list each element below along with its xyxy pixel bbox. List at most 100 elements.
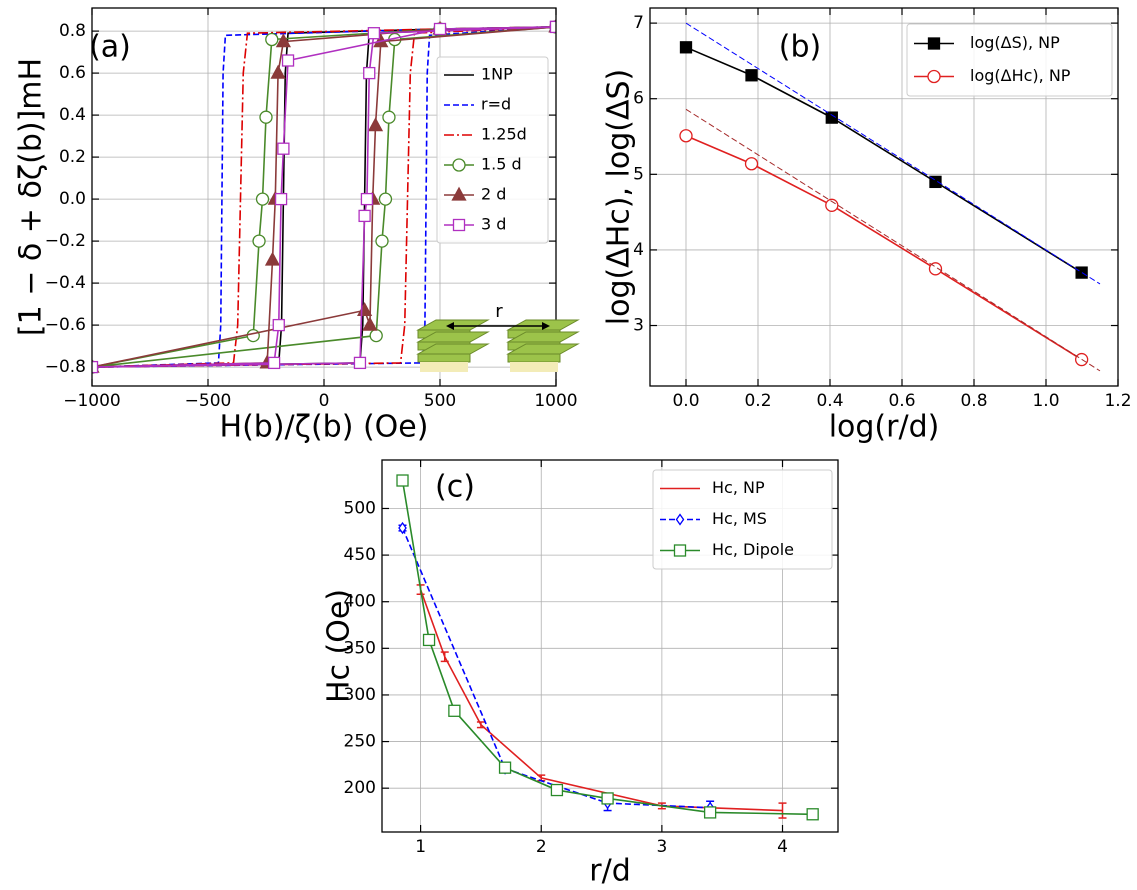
- legend-label: log(ΔHc), NP: [970, 66, 1071, 85]
- marker: [259, 110, 273, 124]
- marker: [825, 111, 838, 124]
- x-tick-label: 1.2: [1104, 391, 1131, 411]
- marker: [1075, 266, 1088, 279]
- marker: [264, 251, 281, 266]
- marker: [357, 302, 373, 317]
- x-axis-label: r/d: [589, 854, 630, 889]
- y-tick-label: −0.6: [45, 315, 86, 335]
- x-tick-label: 0.8: [960, 391, 987, 411]
- panel-label: (b): [779, 30, 821, 65]
- marker: [277, 142, 290, 155]
- legend-box: [652, 469, 833, 570]
- y-tick-label: 3: [633, 316, 644, 336]
- marker: [369, 328, 383, 343]
- marker: [927, 69, 941, 84]
- plot-area: [92, 18, 556, 374]
- legend-label: 1NP: [481, 65, 513, 84]
- legend-label: r=d: [481, 95, 511, 114]
- legend-box: [436, 56, 549, 244]
- marker: [281, 54, 295, 67]
- series-line: [685, 22, 1101, 285]
- marker: [433, 22, 447, 36]
- y-tick-label: 0.0: [59, 189, 86, 209]
- marker: [272, 318, 285, 332]
- x-tick-label: 3: [656, 837, 667, 857]
- marker: [448, 704, 461, 717]
- marker: [378, 192, 393, 206]
- series-line: [685, 108, 1101, 372]
- marker: [422, 633, 436, 647]
- x-tick-label: 0.4: [816, 391, 843, 411]
- plot-frame: [649, 7, 1119, 387]
- x-tick-label: 0: [319, 391, 330, 411]
- legend-label: log(ΔS), NP: [970, 33, 1060, 52]
- series-line: [685, 135, 1083, 361]
- marker: [452, 218, 466, 232]
- y-tick-label: 4: [633, 240, 644, 260]
- marker: [679, 41, 693, 54]
- marker: [744, 157, 759, 171]
- y-tick-label: 7: [633, 13, 644, 33]
- marker: [929, 175, 942, 189]
- y-tick-label: 250: [344, 732, 376, 752]
- marker: [358, 209, 371, 223]
- plot-area: [679, 22, 1101, 372]
- marker: [398, 521, 407, 535]
- marker: [673, 544, 687, 557]
- marker: [825, 198, 839, 212]
- y-tick-label: −0.2: [45, 231, 86, 251]
- marker: [601, 792, 614, 805]
- legend-label: 3 d: [481, 215, 506, 234]
- marker: [452, 158, 466, 172]
- marker: [363, 66, 376, 80]
- marker: [360, 192, 374, 206]
- marker: [451, 186, 467, 201]
- panel: 0.0 0.2 0.4 0.6 0.8 1.0 1.2 3 4 5 6 7 log(r/d) log(ΔH…: [602, 7, 1132, 445]
- plot-frame: [91, 7, 557, 387]
- x-tick-label: 0.0: [672, 391, 699, 411]
- y-axis-label: [1 − δ + δζ(b)]mH: [14, 58, 49, 336]
- nanoparticle-inset: r: [416, 301, 580, 372]
- y-tick-label: 350: [344, 638, 376, 658]
- marker: [367, 27, 381, 40]
- x-axis-label: log(r/d): [829, 410, 940, 445]
- y-tick-label: 5: [633, 164, 644, 184]
- marker: [246, 328, 260, 343]
- y-tick-label: 0.6: [59, 63, 86, 83]
- marker: [270, 64, 286, 79]
- marker: [353, 356, 367, 370]
- marker: [806, 808, 819, 821]
- marker: [275, 33, 291, 48]
- x-tick-label: 1.0: [1032, 391, 1059, 411]
- series-line: [419, 589, 783, 812]
- legend-label: Hc, MS: [712, 509, 767, 528]
- plot-area: [396, 474, 819, 821]
- series-line: [92, 26, 556, 368]
- x-axis-label: H(b)/ζ(b) (Oe): [220, 410, 429, 445]
- legend-label: 2 d: [481, 185, 506, 204]
- y-tick-label: 0.8: [59, 21, 86, 41]
- y-tick-label: 300: [344, 685, 376, 705]
- y-tick-label: 500: [344, 498, 376, 518]
- panel-label: (c): [435, 470, 475, 505]
- x-tick-label: 1: [415, 837, 426, 857]
- x-tick-label: −1000: [63, 391, 121, 411]
- marker: [549, 20, 556, 34]
- y-tick-label: 400: [344, 592, 376, 612]
- marker: [92, 360, 99, 374]
- series-line: [401, 527, 711, 809]
- plot-frame: [381, 459, 839, 833]
- y-axis-label: log(ΔHc), log(ΔS): [602, 69, 637, 326]
- x-tick-label: −500: [185, 391, 232, 411]
- y-tick-label: 6: [633, 89, 644, 109]
- legend-box: [906, 23, 1113, 97]
- marker: [396, 474, 409, 487]
- x-tick-label: 2: [536, 837, 547, 857]
- marker: [265, 32, 279, 47]
- panel-label: (a): [89, 30, 131, 65]
- marker: [267, 356, 281, 370]
- x-tick-label: 4: [777, 837, 788, 857]
- panel: 1 2 3 4 200 250 300 350 400 450 500 r/d Hc (Oe) (c) Hc…: [322, 459, 839, 889]
- marker: [550, 783, 564, 797]
- marker: [928, 262, 943, 276]
